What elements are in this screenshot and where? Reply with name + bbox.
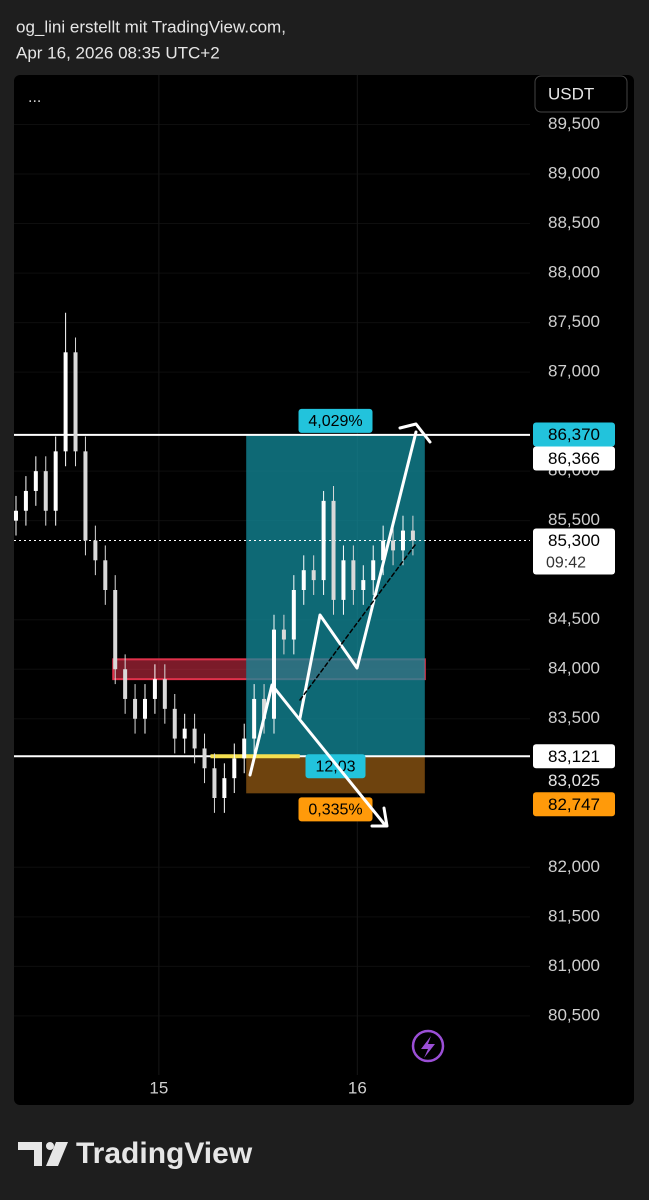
ratio-label: 12,03 <box>315 759 355 776</box>
candle-body <box>13 510 18 521</box>
candle-body <box>252 698 257 739</box>
candle-body <box>262 698 267 719</box>
candle-body <box>83 451 88 541</box>
candle-body <box>371 560 376 581</box>
candle-body <box>400 530 405 551</box>
overlay: 4,029% 12,03 0,335% <box>298 408 373 822</box>
price-label: 83,025 <box>548 771 600 790</box>
arrow-head <box>370 806 389 828</box>
stop-label: 0,335% <box>308 802 362 819</box>
drawings <box>248 422 432 828</box>
arrow-head <box>398 422 432 444</box>
logo <box>18 1142 68 1166</box>
candle-body <box>172 708 177 739</box>
candle-body <box>123 669 128 699</box>
y-tick-label: 87,500 <box>548 312 600 331</box>
y-tick-label: 84,500 <box>548 609 600 628</box>
price-label-box <box>533 792 615 817</box>
plot <box>13 75 530 1075</box>
candle-body <box>162 679 167 709</box>
timestamp: Apr 16, 2026 08:35 UTC+2 <box>16 43 220 62</box>
lightning-bolt <box>421 1036 435 1058</box>
y-tick-label: 84,000 <box>548 659 600 678</box>
currency-button[interactable] <box>534 75 628 113</box>
candle-body <box>311 570 316 581</box>
currency-label[interactable]: USDT <box>548 84 594 103</box>
candle-body <box>53 451 58 511</box>
candle-body <box>152 679 157 699</box>
candle-body <box>410 530 415 541</box>
logo-mark <box>18 1142 42 1166</box>
price-label-box <box>533 446 615 471</box>
ratio-label-box <box>305 754 366 779</box>
arrow-up <box>298 430 418 720</box>
x-tick-label: 15 <box>149 1078 168 1097</box>
x-tick-label: 16 <box>348 1078 367 1097</box>
candle-body <box>291 590 296 640</box>
y-tick-label: 89,500 <box>548 114 600 133</box>
price-axis: 89,50089,00088,50088,00087,50087,00086,0… <box>149 114 615 1097</box>
target-label: 4,029% <box>308 413 362 430</box>
dashed-line <box>299 544 416 701</box>
author: og_lini erstellt mit TradingView.com, <box>16 17 286 36</box>
footer-brand: TradingView <box>76 1137 253 1170</box>
countdown: 09:42 <box>546 555 586 572</box>
candle-body <box>242 738 247 759</box>
candle-body <box>271 629 276 719</box>
y-tick-label: 81,500 <box>548 906 600 925</box>
price-label: 82,747 <box>548 795 600 814</box>
price-label-box <box>533 422 615 447</box>
menu-dots[interactable]: ... <box>28 89 41 106</box>
candle-body <box>202 748 207 769</box>
price-label: 86,370 <box>548 425 600 444</box>
lightning-icon[interactable] <box>411 1029 445 1063</box>
y-tick-label: 89,000 <box>548 164 600 183</box>
candle-body <box>23 490 28 511</box>
logo-mark <box>46 1142 68 1166</box>
candle-body <box>103 560 108 590</box>
candle-body <box>222 778 227 798</box>
candle-body <box>391 540 396 551</box>
candle-body <box>351 560 356 590</box>
candle-body <box>43 471 48 511</box>
candle-body <box>232 758 237 779</box>
candle-body <box>142 698 147 719</box>
price-label: 83,121 <box>548 747 600 766</box>
candle-body <box>93 540 98 561</box>
target-label-box <box>298 408 373 433</box>
candle-body <box>301 570 306 590</box>
y-tick-label: 85,500 <box>548 510 600 529</box>
y-tick-label: 80,500 <box>548 1005 600 1024</box>
y-tick-label: 87,000 <box>548 362 600 381</box>
price-label-box <box>533 744 615 769</box>
y-tick-label: 88,000 <box>548 263 600 282</box>
candle-body <box>63 352 68 452</box>
price-label-box <box>533 528 615 575</box>
candle-body <box>133 698 138 719</box>
logo-dot <box>46 1142 54 1150</box>
price-label: 86,366 <box>548 449 600 468</box>
y-tick-label: 83,500 <box>548 708 600 727</box>
candle-body <box>341 560 346 600</box>
y-tick-label: 81,000 <box>548 956 600 975</box>
y-tick-label: 82,000 <box>548 857 600 876</box>
arrow-down <box>248 683 387 827</box>
candle-body <box>381 540 386 561</box>
candle-body <box>361 580 366 590</box>
y-tick-label: 88,500 <box>548 213 600 232</box>
price-label: 85,300 <box>548 531 600 550</box>
candle-body <box>281 629 286 640</box>
stop-label-box <box>298 797 373 822</box>
candle-body <box>321 500 326 581</box>
candle-body <box>33 471 38 491</box>
candle-body <box>331 500 336 600</box>
candle-body <box>73 352 78 452</box>
candle-body <box>113 590 118 670</box>
candle-body <box>192 728 197 749</box>
candle-body <box>212 768 217 798</box>
candle-body <box>182 728 187 739</box>
